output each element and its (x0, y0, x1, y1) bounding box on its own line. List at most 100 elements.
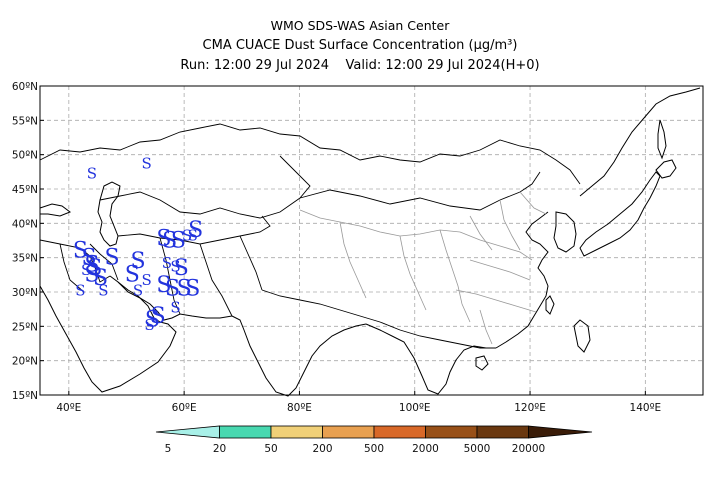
colorbar-label: 20 (213, 443, 226, 455)
colorbar-segment (219, 425, 272, 439)
colorbar-label: 200 (312, 443, 332, 455)
dust-storm-marker: S (81, 246, 96, 271)
caspian-sea-outline (97, 181, 121, 247)
lon-tick-label: 80ºE (287, 402, 312, 414)
dust-storm-marker: S (125, 263, 140, 288)
dust-storm-marker: S (87, 165, 97, 183)
province-borders-east (439, 229, 537, 345)
lon-tick-label: 120ºE (514, 402, 546, 414)
coastlines (39, 87, 701, 397)
dust-storm-marker: S (156, 273, 171, 298)
hokkaido-outline (655, 159, 677, 179)
dust-storm-marker: S (188, 227, 198, 245)
lon-tick-label: 140ºE (630, 402, 662, 414)
run-time: Run: 12:00 29 Jul 2024 (180, 58, 329, 73)
mongolia-border (299, 171, 541, 211)
dust-storm-marker: S (174, 256, 189, 281)
india-coast-outline (231, 315, 367, 397)
central-asia-border (117, 215, 271, 245)
china-coast-outline (495, 211, 549, 349)
colorbar-segment (476, 425, 529, 439)
dust-storm-marker: S (81, 261, 91, 279)
dust-storm-marker: S (177, 276, 192, 301)
gridlines (40, 85, 703, 396)
lat-tick-label: 45ºN (12, 184, 38, 196)
persian-gulf-outline (117, 281, 233, 321)
dust-storm-marker: S (170, 257, 180, 275)
lat-tick-label: 15ºN (12, 390, 38, 402)
colorbar-label: 2000 (412, 443, 439, 455)
philippines-outline (573, 319, 591, 353)
dust-storm-marker: S (182, 227, 192, 245)
dust-storm-marker: S (75, 281, 85, 299)
dust-storm-marker: S (145, 307, 160, 332)
afghanistan-pakistan-border (199, 235, 263, 317)
plot-frame (39, 85, 704, 396)
lat-tick-label: 55ºN (12, 115, 38, 127)
middle-east-borders (39, 239, 111, 293)
kazakhstan-border (99, 155, 311, 219)
figure-title: WMO SDS-WAS Asian Center CMA CUACE Dust … (0, 16, 720, 76)
colorbar-label: 20000 (512, 443, 545, 455)
dust-storm-marker: S (170, 299, 180, 317)
lat-tick-label: 50ºN (12, 150, 38, 162)
lat-tick-label: 40ºN (12, 218, 38, 230)
dust-storm-marker: S (87, 256, 102, 281)
black-sea-outline (39, 203, 72, 217)
dust-storm-marker: S (156, 226, 171, 251)
colorbar-segment (373, 425, 426, 439)
japan-outline (579, 171, 661, 257)
lat-tick-label: 35ºN (12, 253, 38, 265)
sakhalin-outline (657, 119, 667, 160)
province-borders-north (469, 191, 547, 251)
colorbar-label: 5000 (464, 443, 491, 455)
dust-storm-marker: S (142, 154, 152, 172)
hainan-outline (475, 355, 489, 371)
dust-storm-marker: S (73, 239, 88, 264)
title-line-3: Run: 12:00 29 Jul 2024 Valid: 12:00 29 J… (0, 56, 720, 76)
korea-outline (553, 211, 577, 253)
russia-pacific-coast-outline (579, 87, 701, 197)
valid-time: Valid: 12:00 29 Jul 2024(H+0) (345, 58, 540, 73)
title-line-1: WMO SDS-WAS Asian Center (270, 18, 450, 33)
dust-storm-marker: S (188, 218, 203, 243)
lon-tick-label: 40ºE (56, 402, 81, 414)
dust-storm-marker: S (93, 266, 108, 291)
colorbar-segment (155, 425, 220, 439)
lat-tick-label: 30ºN (12, 287, 38, 299)
dust-storm-marker: S (162, 228, 177, 253)
colorbar-label: 5 (165, 443, 172, 455)
china-south-border (261, 289, 496, 349)
dust-storm-marker: S (142, 271, 152, 289)
dust-storm-marker: S (171, 228, 186, 253)
dust-storm-marker: S (98, 281, 108, 299)
dust-storm-marker: S (162, 254, 172, 272)
southeast-asia-coast-outline (365, 323, 496, 395)
dust-storm-marker: S (144, 316, 154, 334)
dust-storm-marker: S (84, 263, 99, 288)
colorbar-segment (270, 425, 323, 439)
dust-storm-marker: S (105, 246, 120, 271)
dust-storm-marker: S (185, 276, 200, 301)
dust-storm-marker: S (151, 304, 166, 329)
china-province-borders (299, 191, 547, 345)
lon-tick-label: 60ºE (172, 402, 197, 414)
country-borders (39, 123, 581, 349)
dust-storm-marker: S (84, 252, 99, 277)
colorbar-label: 50 (264, 443, 277, 455)
dust-storm-marker: S (133, 281, 143, 299)
province-borders-west (299, 209, 461, 311)
dust-storm-marker: S (165, 276, 180, 301)
taiwan-outline (545, 295, 555, 315)
lon-tick-label: 100ºE (399, 402, 431, 414)
colorbar-segment (322, 425, 375, 439)
colorbar-label: 500 (364, 443, 384, 455)
axis-ticks: 40ºE 60ºE 80ºE 100ºE 120ºE 140ºE 15ºN 20ºN 25ºN 3… (12, 81, 661, 414)
iran-border (89, 237, 181, 315)
colorbar: 5 20 50 200 500 2000 5000 20000 (155, 425, 593, 455)
colorbar-segment (528, 425, 593, 439)
lat-tick-label: 20ºN (12, 356, 38, 368)
